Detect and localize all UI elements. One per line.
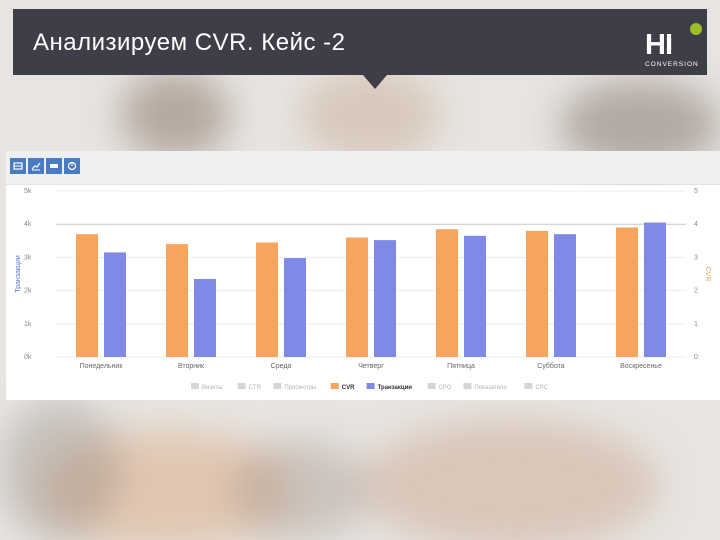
bar-transactions xyxy=(644,222,666,357)
table-icon[interactable] xyxy=(10,158,26,174)
legend-item-label: Транзакции xyxy=(378,385,413,391)
x-category-label: Среда xyxy=(271,363,292,370)
bar-cvr xyxy=(166,244,188,357)
x-category-label: Понедельник xyxy=(80,363,124,370)
x-category-label: Вторник xyxy=(178,363,205,370)
bar-transactions xyxy=(374,240,396,357)
legend-item-label: CPO xyxy=(439,385,452,391)
y-right-tick-label: 5 xyxy=(694,188,698,195)
logo-dot-icon xyxy=(690,23,702,35)
y-right-tick-label: 4 xyxy=(694,221,698,228)
y-left-tick-label: 0k xyxy=(24,354,32,361)
x-category-label: Пятница xyxy=(447,363,475,370)
line-chart-icon[interactable] xyxy=(28,158,44,174)
bar-transactions xyxy=(464,235,486,357)
legend-swatch xyxy=(191,383,199,389)
bar-chart: 0k 1k 2k 3k 4k 5k 0 1 2 3 4 5 Транзакции CVR Понедельн… xyxy=(15,188,711,391)
bar-cvr xyxy=(526,230,548,357)
legend-swatch xyxy=(366,383,375,389)
y-right-tick-label: 0 xyxy=(694,354,698,361)
legend-swatch xyxy=(237,383,246,389)
y-left-tick-label: 2k xyxy=(24,288,32,295)
y-right-tick-label: 3 xyxy=(694,254,698,261)
y-left-axis-title: Транзакции xyxy=(15,255,22,293)
y-right-axis-title: CVR xyxy=(704,267,711,282)
x-category-label: Воскресенье xyxy=(620,363,662,370)
legend-item-label: CPC xyxy=(535,385,548,391)
hi-conversion-logo: HI CONVERSION xyxy=(643,23,703,71)
logo-subtitle: CONVERSION xyxy=(645,61,699,68)
chart-card: 0k 1k 2k 3k 4k 5k 0 1 2 3 4 5 Транзакции CVR Понедельн… xyxy=(6,185,720,400)
bar-cvr xyxy=(76,234,98,357)
chart-toolbar xyxy=(6,151,720,184)
bar-cvr xyxy=(616,227,638,357)
legend-item-label: Показатели xyxy=(474,385,506,391)
legend-swatch xyxy=(524,383,533,389)
header-pointer-arrow xyxy=(363,75,387,89)
legend-item-label: Визиты xyxy=(202,385,223,391)
slide-title: Анализируем CVR. Кейс -2 xyxy=(33,29,346,56)
y-right-tick-label: 2 xyxy=(694,288,698,295)
bar-transactions xyxy=(104,252,126,357)
bar-chart-icon[interactable] xyxy=(46,158,62,174)
bar-transactions xyxy=(284,258,306,357)
y-right-tick-label: 1 xyxy=(694,321,698,328)
bar-transactions xyxy=(554,234,576,357)
y-left-tick-label: 3k xyxy=(24,254,32,261)
legend-item-label: CVR xyxy=(342,385,355,391)
y-left-tick-label: 5k xyxy=(24,188,32,195)
logo-text: HI xyxy=(645,29,673,61)
legend-item-label: CTR xyxy=(249,385,262,391)
x-category-label: Четверг xyxy=(358,363,384,370)
legend-swatch xyxy=(463,383,472,389)
y-left-tick-label: 4k xyxy=(24,221,32,228)
bar-cvr xyxy=(436,229,458,357)
bar-transactions xyxy=(194,278,216,357)
y-left-tick-label: 1k xyxy=(24,321,32,328)
legend-item-label: Просмотры xyxy=(284,385,316,391)
pie-chart-icon[interactable] xyxy=(64,158,80,174)
slide-header: Анализируем CVR. Кейс -2 HI CONVERSION xyxy=(13,9,707,89)
bar-cvr xyxy=(346,237,368,357)
x-category-label: Суббота xyxy=(537,362,565,370)
legend-swatch xyxy=(427,383,436,389)
bar-cvr xyxy=(256,242,278,357)
legend-swatch xyxy=(330,383,339,389)
legend-swatch xyxy=(273,383,282,389)
